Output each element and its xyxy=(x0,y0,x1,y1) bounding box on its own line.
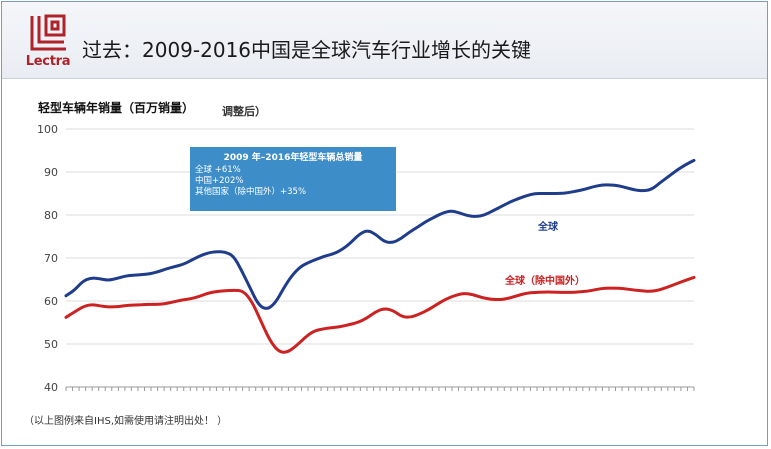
series-layer xyxy=(64,158,696,354)
y-tick-label: 40 xyxy=(44,381,58,394)
annotation-title: 2009 年–2016年轻型车辆总销量 xyxy=(224,151,363,163)
y-tick-label: 70 xyxy=(44,252,58,265)
series-label-global: 全球 xyxy=(537,220,559,233)
series-line-global xyxy=(64,158,696,310)
annotation-line: 中国+202% xyxy=(195,175,243,186)
lectra-logo: Lectra xyxy=(24,13,72,71)
source-note: （以上图例来自IHS,如需使用请注明出处！ ） xyxy=(24,416,228,427)
y-tick-label: 80 xyxy=(44,209,58,222)
annotation-line: 全球 +61% xyxy=(195,164,241,175)
slide-header: Lectra 过去：2009-2016中国是全球汽车行业增长的关键 xyxy=(2,2,767,79)
annotation-background xyxy=(190,147,396,211)
page-title: 过去：2009-2016中国是全球汽车行业增长的关键 xyxy=(82,38,532,62)
series-line-ex-china xyxy=(64,275,696,354)
chart-title: 轻型车辆年销量（百万销量） xyxy=(38,101,195,115)
logo-text: Lectra xyxy=(25,54,71,69)
lectra-logo-icon xyxy=(30,14,66,51)
series-label-ex-china: 全球（除中国外） xyxy=(504,274,585,287)
y-tick-label: 50 xyxy=(44,338,58,351)
y-tick-label: 90 xyxy=(44,166,58,179)
y-tick-label: 60 xyxy=(44,295,58,308)
chart-subtitle: 调整后） xyxy=(222,105,266,118)
annotation-line: 其他国家（除中国外）+35% xyxy=(195,186,306,197)
y-tick-label: 100 xyxy=(37,123,58,136)
axis-layer: 40 50 60 70 80 90 100 xyxy=(37,123,695,394)
